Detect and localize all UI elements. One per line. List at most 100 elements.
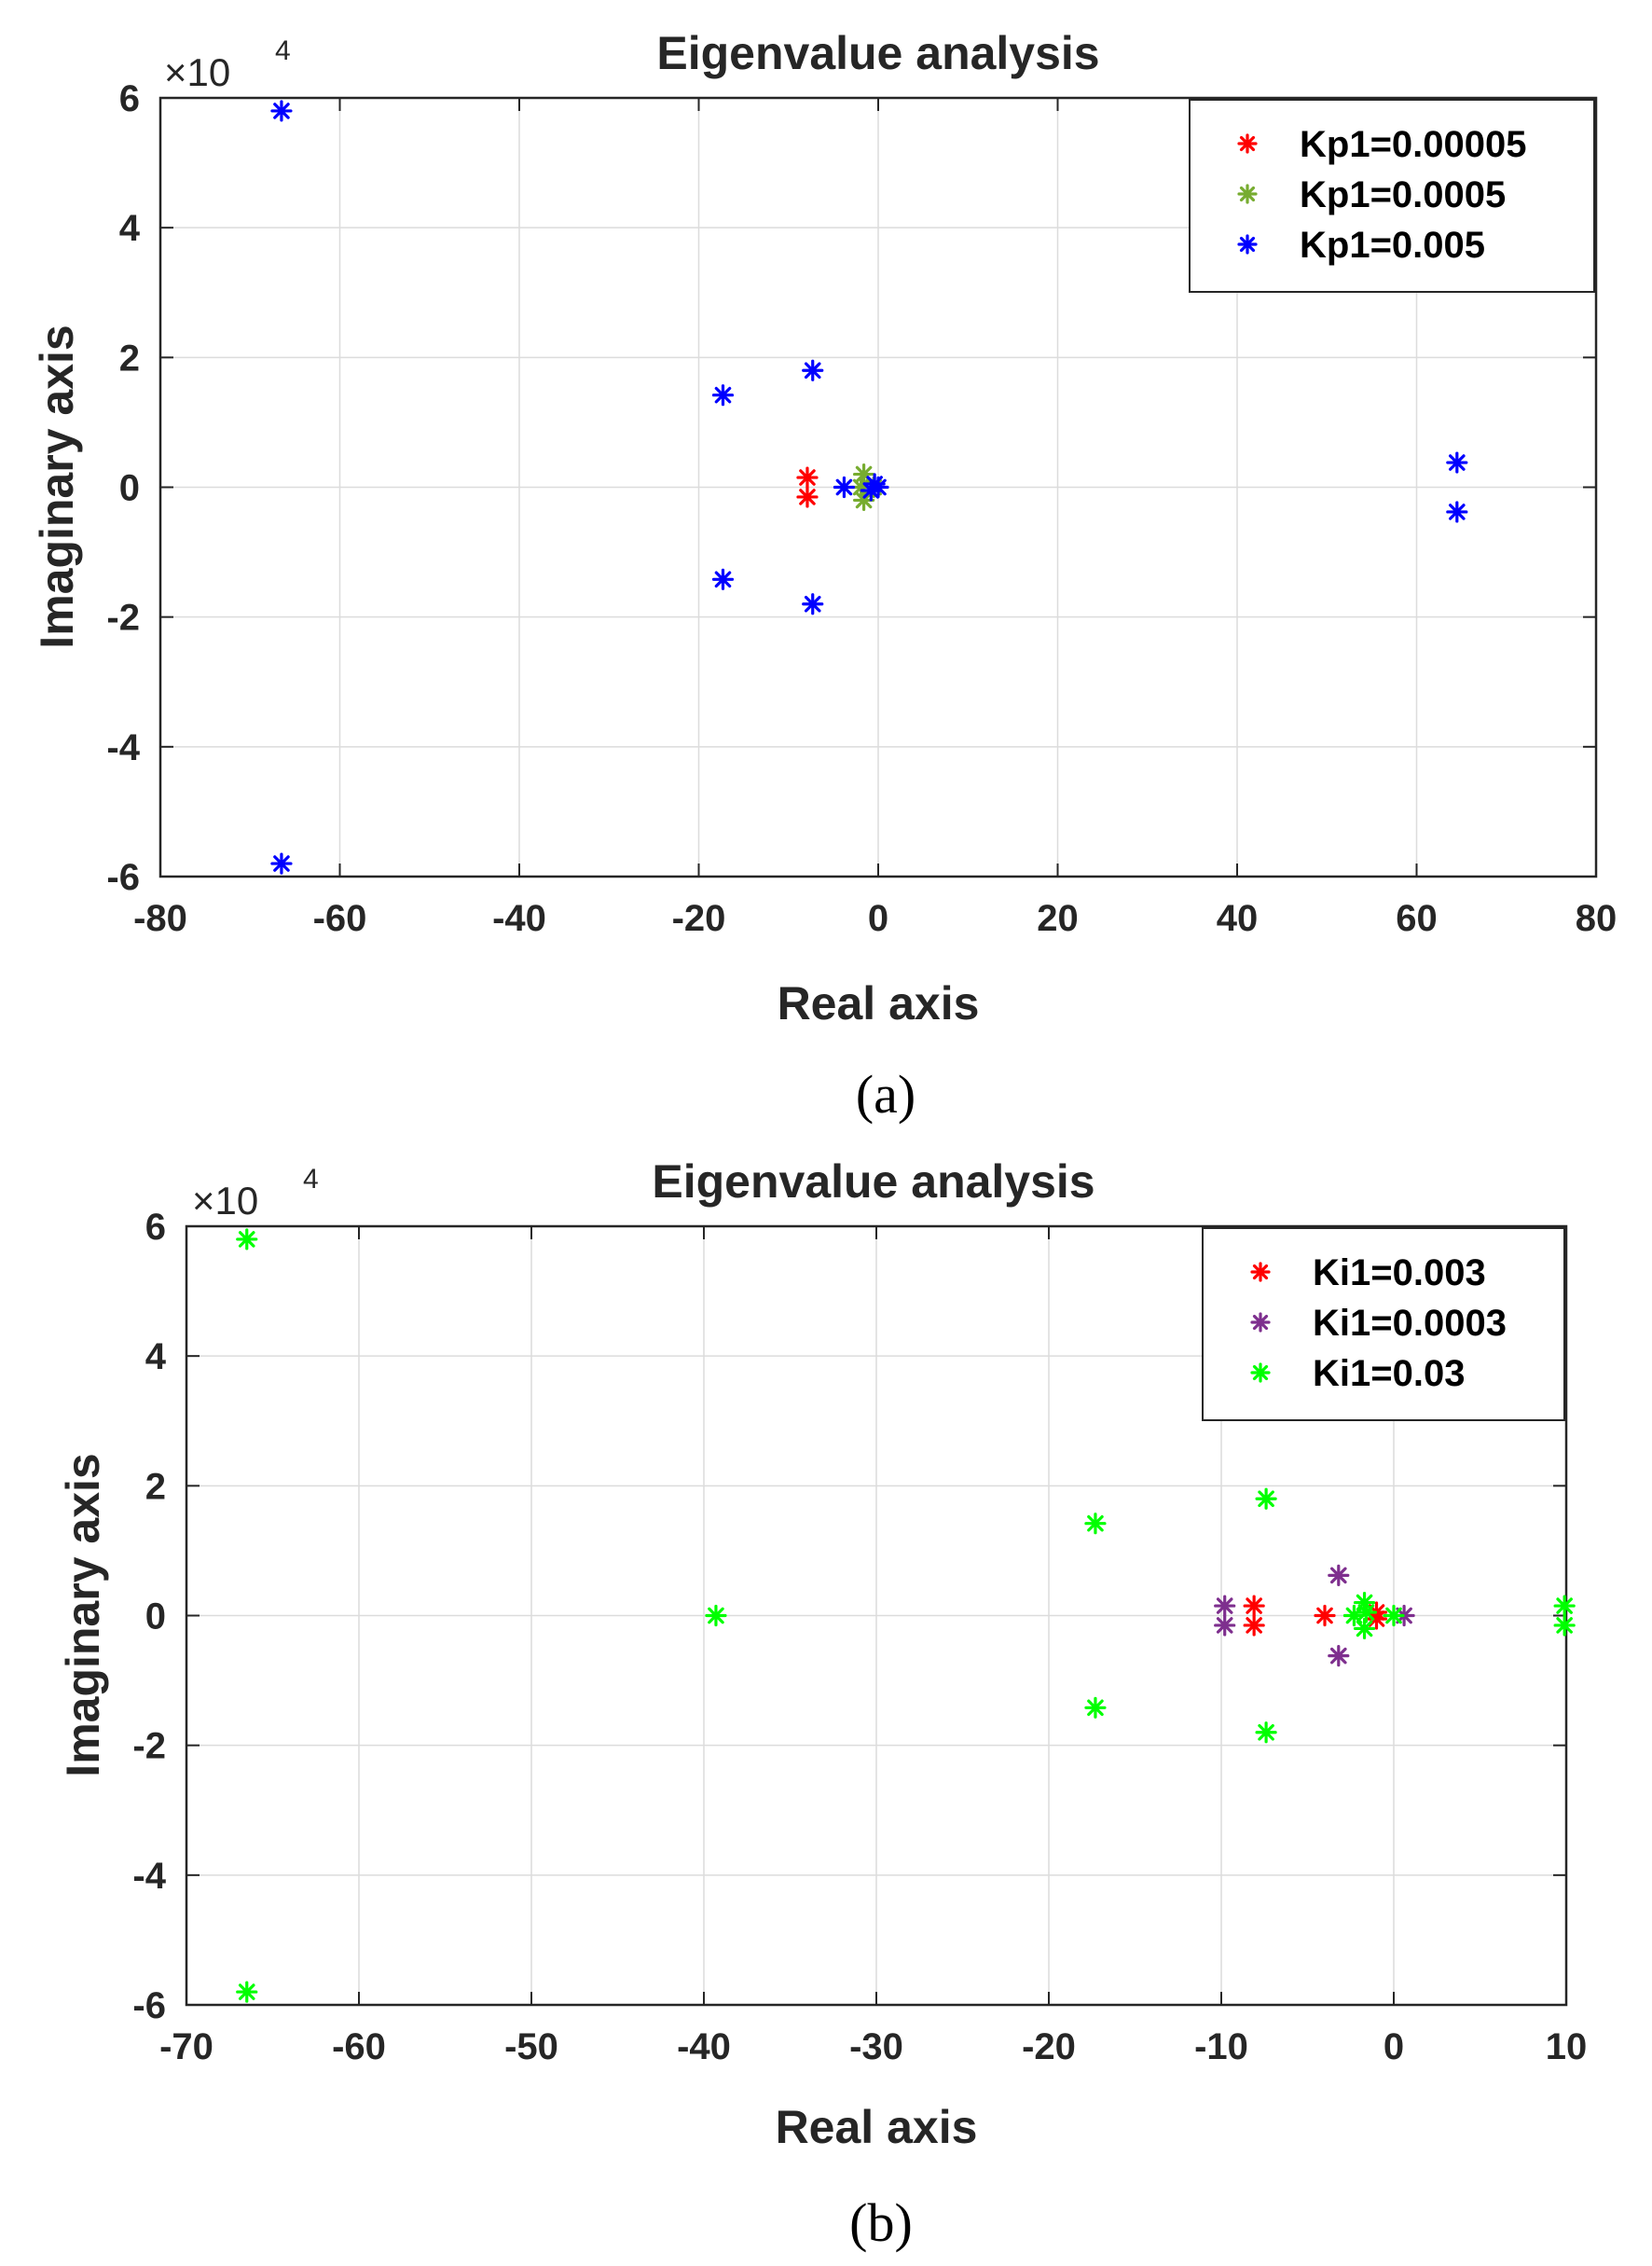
data-point (1243, 1614, 1265, 1637)
exponent-power: 4 (275, 35, 291, 66)
data-points (236, 1228, 1576, 2003)
y-tick-label: 4 (119, 208, 141, 249)
y-axis-label: Imaginary axis (57, 1453, 109, 1776)
data-point (860, 479, 882, 502)
x-tick-label: 0 (868, 898, 888, 939)
panel-caption: (a) (856, 1064, 915, 1125)
x-axis-label: Real axis (776, 2101, 978, 2153)
data-point (796, 466, 819, 489)
x-tick-label: 60 (1396, 898, 1438, 939)
data-point (1084, 1696, 1107, 1719)
y-tick-label: -4 (132, 1856, 166, 1897)
y-tick-label: -6 (132, 1985, 166, 2026)
y-tick-label: 0 (119, 468, 140, 509)
x-axis-label: Real axis (778, 977, 980, 1029)
data-point (1328, 1645, 1350, 1667)
y-tick-labels: -6 -4 -2 0 2 4 6 (132, 1207, 166, 2026)
legend-entries: Kp1=0.00005 Kp1=0.0005 Kp1=0.005 (1237, 124, 1527, 266)
data-point (1446, 501, 1468, 523)
x-tick-label: -70 (159, 2026, 213, 2067)
legend-marker (1250, 1262, 1271, 1282)
x-tick-label: 0 (1384, 2026, 1404, 2067)
data-point (1342, 1604, 1366, 1627)
x-tick-label: -30 (849, 2026, 903, 2067)
data-point (270, 852, 293, 875)
x-tick-label: -20 (1022, 2026, 1076, 2067)
y-tick-label: -2 (106, 598, 140, 639)
x-tick-label: -40 (492, 898, 546, 939)
data-point (711, 384, 735, 407)
data-point (802, 359, 824, 381)
legend-entry: Ki1=0.0003 (1250, 1303, 1507, 1344)
data-point (1446, 451, 1468, 474)
chart-title: Eigenvalue analysis (656, 27, 1099, 79)
legend-label: Kp1=0.0005 (1300, 174, 1506, 215)
y-axis-label: Imaginary axis (31, 325, 83, 648)
data-point (236, 1228, 258, 1250)
x-tick-label: -10 (1194, 2026, 1248, 2067)
legend-marker (1250, 1312, 1271, 1333)
legend-box (1189, 99, 1595, 293)
x-tick-label: -80 (133, 898, 187, 939)
x-tick-label: -60 (332, 2026, 386, 2067)
data-point (1314, 1604, 1336, 1627)
y-tick-label: 6 (119, 78, 140, 119)
data-point (705, 1604, 727, 1627)
data-point (1084, 1513, 1107, 1535)
y-tick-label: 2 (119, 338, 140, 379)
data-point (1553, 1595, 1576, 1617)
y-tick-label: 0 (145, 1596, 166, 1637)
y-tick-label: 6 (145, 1207, 166, 1248)
y-tick-label: -4 (106, 727, 140, 768)
data-point (1255, 1721, 1277, 1744)
chart-title: Eigenvalue analysis (652, 1155, 1094, 1208)
data-point (1243, 1595, 1265, 1617)
y-tick-label: 2 (145, 1466, 166, 1507)
legend-marker (1250, 1362, 1271, 1383)
x-tick-label: 20 (1037, 898, 1079, 939)
data-point (711, 568, 735, 590)
y-tick-labels: -6 -4 -2 0 2 4 6 (106, 78, 140, 898)
x-tick-labels: -80 -60 -40 -20 0 20 40 60 80 (133, 898, 1617, 939)
x-tick-label: -40 (677, 2026, 731, 2067)
exponent-base: ×10 (192, 1179, 258, 1223)
data-point (1383, 1604, 1405, 1627)
legend-entry: Kp1=0.00005 (1237, 124, 1527, 165)
data-point (1353, 1617, 1376, 1640)
data-point (1355, 1601, 1378, 1624)
legend-entry: Kp1=0.005 (1237, 225, 1485, 266)
legend-entry: Kp1=0.0005 (1237, 174, 1506, 215)
legend-marker (1237, 133, 1258, 154)
y-tick-label: -2 (132, 1726, 166, 1767)
legend-entry: Ki1=0.003 (1250, 1252, 1486, 1293)
y-tick-label: -6 (106, 857, 140, 898)
legend: Kp1=0.00005 Kp1=0.0005 Kp1=0.005 (1189, 99, 1595, 293)
x-tick-label: 10 (1546, 2026, 1588, 2067)
data-point (1214, 1614, 1236, 1637)
data-point (802, 593, 824, 615)
legend-entries: Ki1=0.003 Ki1=0.0003 Ki1=0.03 (1250, 1252, 1507, 1394)
x-tick-label: 80 (1576, 898, 1618, 939)
legend-label: Ki1=0.0003 (1313, 1303, 1507, 1344)
exponent-base: ×10 (164, 50, 230, 94)
legend-label: Kp1=0.005 (1300, 225, 1485, 266)
data-point (1553, 1614, 1576, 1637)
legend-entry: Ki1=0.03 (1250, 1353, 1465, 1394)
exponent-power: 4 (303, 1164, 319, 1195)
x-tick-label: -50 (504, 2026, 558, 2067)
data-point (236, 1981, 258, 2003)
panel-caption: (b) (849, 2192, 913, 2253)
x-tick-labels: -70 -60 -50 -40 -30 -20 -10 0 10 (159, 2026, 1587, 2067)
data-point (796, 486, 819, 508)
x-tick-label: -60 (313, 898, 367, 939)
chart-panel-a: -80 -60 -40 -2 0 0 20 40 60 80 -6 -4 -2 0 2 4 6 Eigenva… (31, 27, 1617, 1125)
legend-marker (1237, 184, 1258, 204)
legend-label: Ki1=0.003 (1313, 1252, 1486, 1293)
y-tick-label: 4 (145, 1336, 167, 1377)
data-point (1255, 1487, 1277, 1510)
data-point (1328, 1564, 1350, 1586)
x-tick-label: 40 (1217, 898, 1259, 939)
